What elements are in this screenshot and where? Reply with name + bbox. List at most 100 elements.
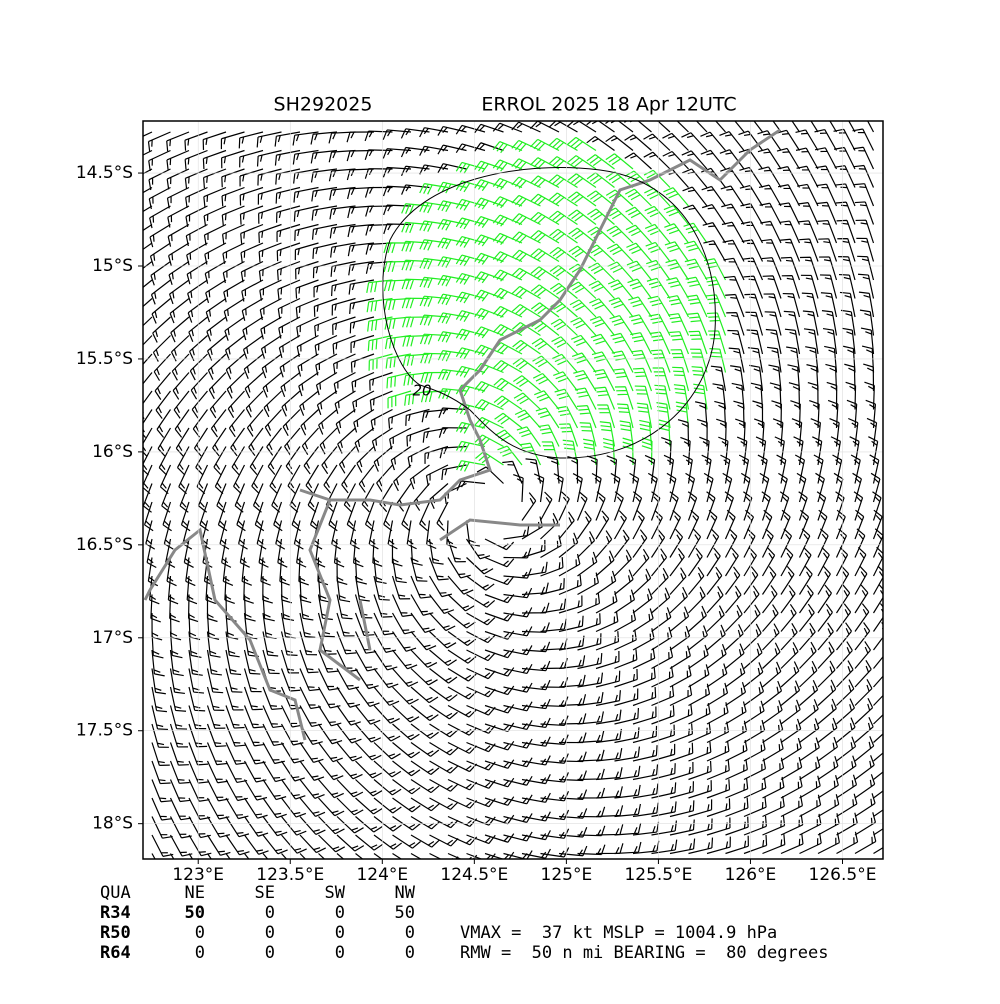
wind-barb <box>838 256 856 281</box>
table-cell: 0 <box>405 923 415 943</box>
wind-barb <box>392 723 420 741</box>
wind-barb <box>294 223 319 241</box>
wind-barb <box>404 390 430 406</box>
wind-barb <box>513 392 541 410</box>
y-tick-label: 18°S <box>92 814 133 834</box>
wind-barb <box>185 186 208 208</box>
wind-barb <box>704 276 727 299</box>
wind-barb <box>347 242 375 257</box>
wind-barb <box>799 660 818 688</box>
wind-barb <box>577 749 605 762</box>
wind-barb <box>780 699 801 725</box>
wind-barb <box>681 132 708 151</box>
wind-barb <box>821 310 838 336</box>
wind-barb <box>761 509 773 540</box>
wind-barb <box>706 585 724 614</box>
wind-barb <box>710 365 727 392</box>
wind-barb <box>798 547 812 577</box>
wind-barb <box>701 185 726 207</box>
wind-barb <box>206 686 225 711</box>
wind-barb <box>614 707 640 725</box>
wind-barb <box>817 679 837 706</box>
wind-barb <box>854 774 876 799</box>
wind-barb <box>525 458 542 484</box>
wind-barb <box>299 631 318 656</box>
wind-barb <box>586 172 615 188</box>
wind-barb <box>206 631 221 658</box>
wind-barb <box>401 259 430 271</box>
wind-barb <box>872 528 883 558</box>
wind-barb <box>410 668 438 686</box>
wind-barb <box>553 371 578 392</box>
wind-barb <box>836 660 854 688</box>
wind-barb <box>706 798 731 818</box>
wind-barb <box>437 181 467 194</box>
wind-barb <box>336 760 363 780</box>
wind-barb <box>354 668 379 690</box>
wind-barb <box>835 183 856 207</box>
wind-barb <box>780 814 804 836</box>
wind-barb <box>626 260 652 281</box>
wind-barb <box>530 284 560 299</box>
wind-barb <box>780 642 799 669</box>
wind-barb <box>614 803 642 818</box>
wind-barb <box>807 381 819 410</box>
wind-barb <box>558 595 583 614</box>
wind-barb <box>400 128 430 139</box>
wind-barb <box>355 742 382 761</box>
wind-barb <box>613 510 627 540</box>
wind-barb <box>757 148 782 170</box>
wind-barb <box>683 240 708 262</box>
wind-barb <box>651 548 668 577</box>
wind-barb <box>546 456 560 484</box>
wind-barb <box>846 399 858 429</box>
wind-barb <box>815 165 838 188</box>
wind-barb <box>652 367 671 392</box>
wind-barb <box>549 210 578 225</box>
wind-barb <box>706 740 730 762</box>
wind-barb <box>484 667 515 677</box>
wind-barb <box>762 642 781 669</box>
wind-barb <box>799 813 822 836</box>
wind-barb <box>521 539 546 559</box>
contour <box>382 167 716 459</box>
wind-barb <box>474 289 504 302</box>
wind-barb <box>669 781 695 799</box>
wind-barb <box>540 598 567 614</box>
wind-barb <box>641 437 653 466</box>
wind-barb <box>854 698 874 725</box>
wind-barb <box>455 328 486 341</box>
wind-barb <box>310 131 338 145</box>
wind-barb <box>429 631 457 649</box>
wind-barb <box>863 363 875 392</box>
wind-barb <box>703 240 727 262</box>
wind-barb <box>747 347 764 373</box>
wind-barb <box>702 222 727 244</box>
wind-barb <box>535 407 560 429</box>
wind-barb <box>688 330 708 355</box>
wind-barb <box>428 538 444 565</box>
wind-barb <box>817 736 839 762</box>
wind-barb <box>203 205 227 227</box>
row-label: R64 <box>100 943 131 963</box>
wind-barb <box>521 830 551 841</box>
wind-barb <box>227 390 245 418</box>
wind-barb <box>511 121 541 133</box>
wind-barb <box>429 760 459 774</box>
wind-barb <box>188 686 206 712</box>
wind-barb <box>595 709 622 725</box>
wind-barb <box>401 297 430 309</box>
wind-barb <box>313 297 338 317</box>
wind-barb <box>549 246 578 262</box>
wind-barb <box>700 131 726 151</box>
wind-barb <box>205 279 227 304</box>
wind-barb <box>595 570 617 595</box>
wind-barb <box>724 275 745 299</box>
wind-barb <box>614 841 642 855</box>
wind-barb <box>419 145 449 156</box>
wind-barb <box>791 418 803 447</box>
wind-barb <box>794 454 805 484</box>
wind-barb <box>225 797 249 820</box>
wind-barb <box>725 835 749 855</box>
wind-barb <box>474 252 504 265</box>
